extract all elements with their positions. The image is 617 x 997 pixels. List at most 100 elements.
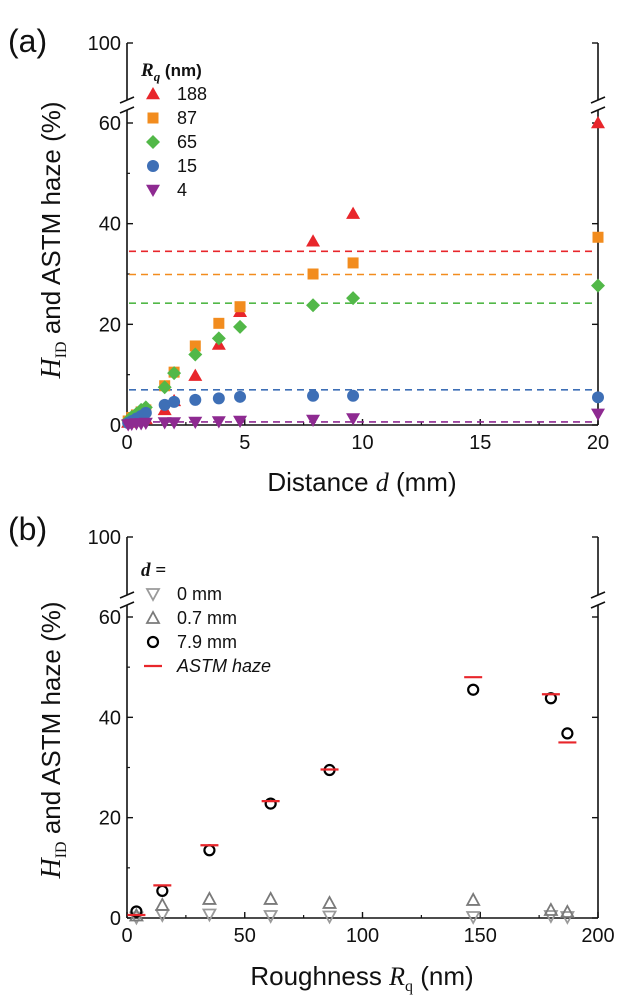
panel-b-point [263,910,279,924]
panel-a-legend-marker [146,184,160,197]
panel-b-series-0-7-mm [128,891,575,922]
panel-b-legend-label: 0 mm [177,584,222,604]
x-axis-title-a-var: d [376,468,390,497]
panel-a-x-tick-label: 0 [121,432,132,454]
panel-a-point [347,257,359,269]
panel-a-point [167,417,182,430]
panel-b-series-7-9-mm [130,683,574,918]
panel-a-point [211,416,226,429]
panel-a-legend-label: 65 [177,132,197,152]
panel-b-point [559,904,575,918]
panel-a-point [591,116,605,129]
y-axis-title-b: HID and ASTM haze (%) [36,601,70,879]
panel-b-x-tick-label: 200 [581,925,614,947]
panel-b-x-tick-label: 100 [346,925,379,947]
panel-a-point [591,408,605,421]
panel-a-point [157,380,172,395]
panel-a-y-tick-label: 60 [99,113,121,135]
x-axis-title-b-unit: (nm) [413,961,474,991]
panel-b-axis-break-mark [119,601,135,609]
y-axis-title-b-rest: and ASTM haze (%) [36,601,66,841]
panel-a-point [139,406,152,419]
panel-a-y-tick-label: 0 [110,415,121,437]
panel-a-legend-marker [146,135,160,149]
panel-b-y-tick-label: 0 [110,908,121,930]
panel-b-legend: d = 0 mm 0.7 mm 7.9 mm ASTM haze [141,560,271,676]
panel-a-point [346,413,361,426]
panel-a-point [306,414,321,427]
y-axis-title-a-rest: and ASTM haze (%) [36,101,66,341]
panel-a-series-4 [121,408,605,432]
panel-b: (b) 0 20 40 60 100 0 50 100 150 200 d = 0 mm 0.7 mm 7… [8,511,615,995]
panel-a-y-tick-label: 40 [99,214,121,236]
panel-a-legend-title: Rq (nm) [140,60,202,84]
panel-a-point [188,416,203,429]
x-axis-title-b-sub: q [405,978,413,995]
panel-a-point [157,417,172,430]
panel-a-legend-label: 4 [177,180,187,200]
panel-a-legend-label: 15 [177,156,197,176]
panel-a-point [212,392,225,405]
panel-a-point [307,268,319,280]
panel-a-point [234,390,247,403]
panel-b-point [130,905,143,918]
panel-a-point [592,391,604,404]
y-axis-title-a-var: H [36,357,67,380]
panel-b-axis-break-mark [590,601,606,609]
panel-a-point [138,417,153,430]
panel-b-point [201,891,217,905]
panel-a-legend-label: 188 [177,84,207,104]
panel-a-x-tick-label: 15 [469,432,491,454]
panel-a-point [346,206,361,219]
panel-a-point [167,366,182,381]
panel-a-legend-marker [147,112,159,124]
panel-a-y-tick-label: 20 [99,314,121,336]
panel-b-x-tick-label: 50 [234,925,256,947]
panel-b-x-tick-label: 0 [121,925,132,947]
panel-b-point [154,909,170,923]
panel-b-y-tick-label: 20 [99,808,121,830]
panel-b-legend-marker [145,588,161,602]
panel-a-legend-marker [146,87,160,100]
panel-b-y-tick-label: 40 [99,707,121,729]
panel-b-legend-label: 7.9 mm [177,632,237,652]
panel-b-point [128,911,144,926]
panel-a-x-tick-label: 20 [587,432,609,454]
panel-a-point [211,331,226,346]
panel-b-point [561,727,574,740]
panel-a-point [233,415,248,428]
panel-a-point [306,298,321,313]
x-axis-title-a: Distance d (mm) [267,467,456,497]
panel-label-b: (b) [8,511,47,547]
panel-b-axis-break-mark [119,591,135,599]
x-axis-title-a-unit: (mm) [389,467,457,497]
panel-a-point [347,389,360,402]
panel-b-point [201,908,217,923]
panel-b-series-0-mm [128,908,575,926]
panel-b-legend-marker [146,635,160,649]
panel-b-legend-marker [145,610,161,624]
panel-a-point [158,398,171,411]
panel-a-point [188,347,203,362]
panel-b-point [543,910,559,924]
panel-b-x-tick-label: 150 [464,925,497,947]
panel-b-series-ASTM-haze [127,676,577,917]
x-axis-title-b-var: R [388,962,405,991]
panel-a-axis-break-mark [119,96,135,104]
x-axis-title-b-text: Roughness [250,961,389,991]
panel-b-point [154,897,170,911]
panel-a-x-tick-label: 5 [239,432,250,454]
panel-a-point [346,291,361,306]
panel-a-x-tick-label: 10 [351,432,373,454]
panel-a-point [213,317,225,329]
y-axis-title-a-sub: ID [53,341,70,358]
panel-a-axis-break-mark [590,106,606,114]
panel-b-point [467,683,480,696]
panel-b-y-tick-label: 60 [99,607,121,629]
panel-b-point [264,797,277,810]
panel-b-point [543,902,559,916]
panel-b-legend-title: d = [141,560,166,581]
x-axis-title-b: Roughness Rq (nm) [250,961,473,995]
panel-a-point [189,340,201,352]
